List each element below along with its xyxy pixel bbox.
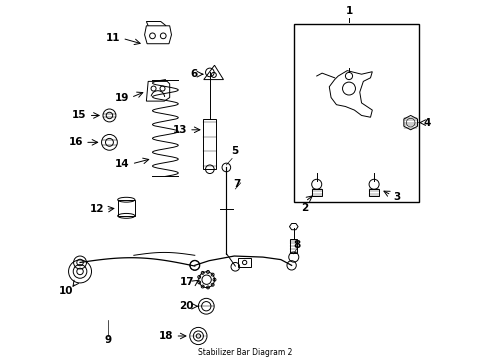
Bar [290, 239, 297, 253]
Bar [203, 119, 216, 169]
Text: 8: 8 [293, 239, 300, 249]
Bar [312, 189, 322, 196]
Text: 18: 18 [159, 331, 173, 341]
Text: Stabilizer Bar Diagram 2: Stabilizer Bar Diagram 2 [198, 348, 292, 357]
Text: 20: 20 [179, 301, 194, 311]
Text: 13: 13 [172, 125, 187, 135]
Text: 11: 11 [106, 33, 120, 43]
Text: 5: 5 [231, 145, 239, 156]
Text: 17: 17 [180, 277, 195, 287]
Text: 3: 3 [393, 192, 400, 202]
Text: 6: 6 [191, 69, 197, 79]
Text: 9: 9 [104, 335, 112, 345]
Bar [118, 200, 135, 216]
Text: 16: 16 [69, 138, 83, 147]
Text: 15: 15 [72, 111, 87, 121]
Text: 14: 14 [115, 159, 129, 169]
Bar [369, 189, 379, 196]
Bar [238, 258, 251, 267]
Text: 10: 10 [59, 286, 74, 296]
Text: 2: 2 [302, 203, 309, 213]
Bar [294, 24, 419, 202]
Text: 7: 7 [233, 179, 241, 189]
Text: 4: 4 [423, 118, 431, 128]
Text: 1: 1 [345, 6, 353, 16]
Text: 12: 12 [90, 204, 104, 215]
Text: 19: 19 [115, 93, 129, 103]
